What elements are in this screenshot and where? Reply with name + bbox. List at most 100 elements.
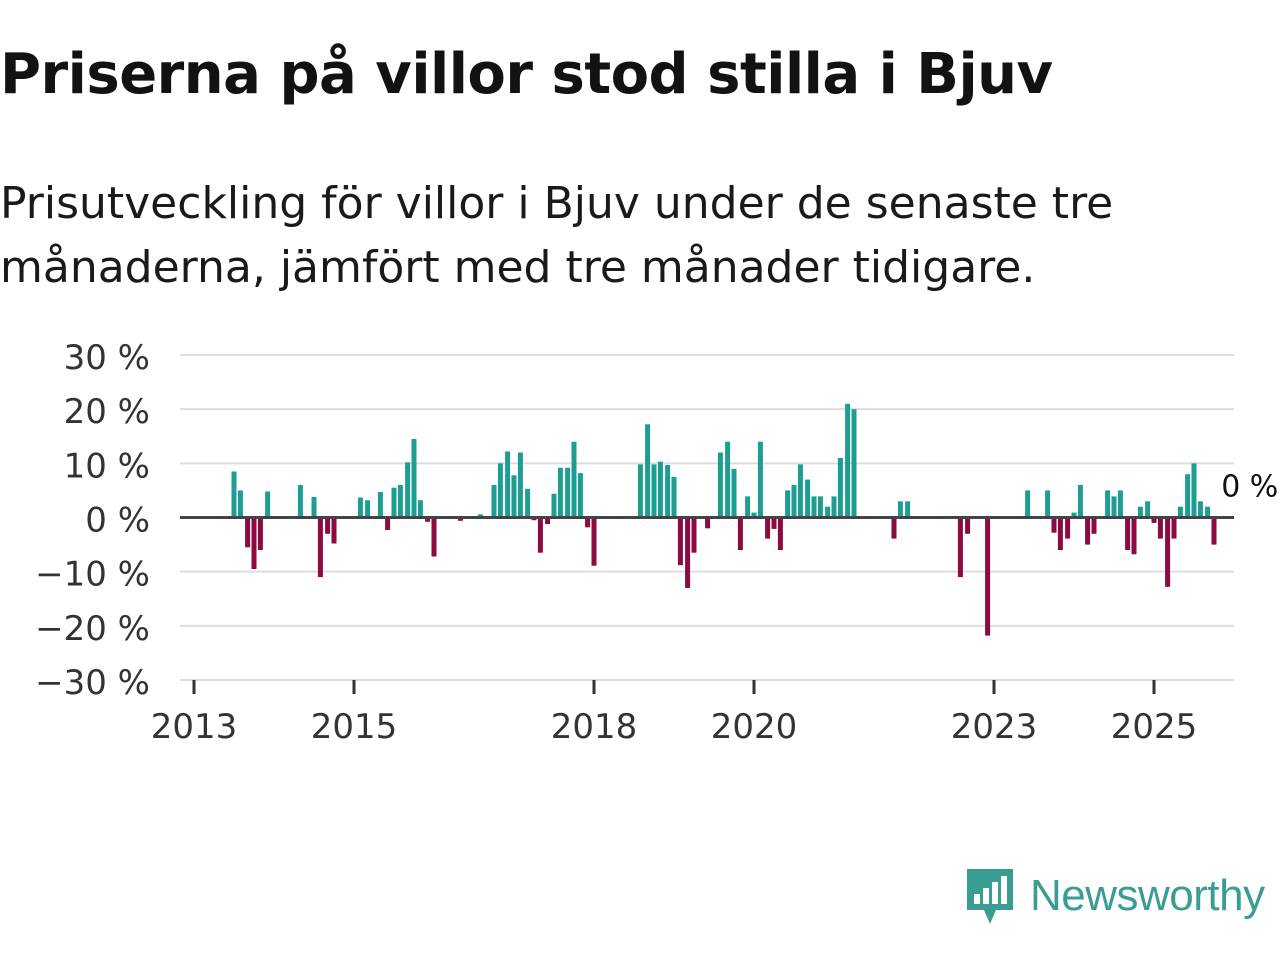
x-tick-label: 2013 [151,707,238,747]
data-bar [297,485,303,518]
x-tick-label: 2015 [311,707,398,747]
x-tick-label: 2018 [551,707,638,747]
bar-chart: 30 %20 %10 %0 %−10 %−20 %−30 % 2013 2015 2… [35,338,1280,747]
data-bar [645,424,651,518]
data-bar [1125,517,1131,550]
data-bar [545,517,551,524]
data-bar [637,464,643,518]
data-bar [591,517,597,566]
data-bar [325,517,331,534]
data-bar [237,490,243,518]
data-bar [231,471,237,518]
data-bar [737,517,743,550]
data-bar [717,452,723,518]
annotation-label: 0 % [1221,470,1278,505]
brand-logo: Newsworthy [964,864,1265,928]
data-bar [817,496,823,518]
data-bar [257,517,263,550]
data-bar [405,462,411,518]
data-bar [265,491,271,518]
data-bar [905,501,911,518]
data-bar [671,476,677,518]
data-bar [825,506,831,518]
data-bar [425,517,431,522]
data-bar [571,441,577,518]
data-bar [1085,517,1091,545]
data-bar [831,496,837,518]
data-bar [457,517,463,521]
data-bar [537,517,543,553]
data-bar [497,463,503,518]
data-bar [777,517,783,550]
data-bar [985,517,991,636]
data-bar [417,500,423,518]
data-bar [1197,501,1203,518]
data-bar [791,485,797,518]
data-bar [685,517,691,588]
data-bar [837,457,843,518]
data-bar [765,517,771,539]
y-tick-label: −20 % [35,609,150,649]
data-bar [331,517,337,544]
data-bar [391,487,397,518]
data-bar [771,517,777,529]
data-bar [365,500,371,518]
data-bar [745,496,751,518]
data-bar [1045,490,1051,518]
y-tick-label: 20 % [64,392,150,432]
bar-chart-bubble-icon [967,869,1013,924]
data-bar [1065,517,1071,539]
data-bar [377,492,383,518]
data-bar [957,517,963,578]
y-tick-label: 0 % [85,501,150,541]
data-bar [1211,517,1217,545]
data-bar [245,517,251,548]
data-bar [311,496,317,518]
y-axis-labels: 30 % 20 % 10 % 0 % −10 % −20 % −30 % [35,338,150,703]
data-bar [491,485,497,518]
data-bar [1205,506,1211,518]
data-bar [511,475,517,518]
data-bar [525,488,531,518]
data-bar [725,441,731,518]
y-tick-label: −10 % [35,555,150,595]
data-bar [357,497,363,518]
data-bar [897,501,903,518]
data-bar [1071,512,1077,518]
data-bar [1111,496,1117,518]
data-bar [1077,485,1083,518]
x-axis: 2013 2015 2018 2020 2023 2025 [151,679,1234,747]
data-bar [585,517,591,528]
data-bar [1177,506,1183,518]
data-bar [1185,474,1191,518]
annotation: 0 % [1217,467,1280,505]
data-bar [317,517,323,578]
data-bar [251,517,257,569]
data-bar [731,468,737,518]
data-bar [1057,517,1063,550]
data-bar [1165,517,1171,587]
data-bar [1105,490,1111,518]
data-bar [751,512,757,518]
data-bar [1131,517,1137,555]
data-bar [477,514,483,518]
data-bar [657,461,663,518]
data-bar [1191,463,1197,518]
brand-name: Newsworthy [1030,871,1265,920]
data-bar [805,479,811,518]
x-tick-label: 2023 [951,707,1038,747]
data-bar [965,517,971,534]
data-bar [385,517,391,530]
data-bar [811,496,817,518]
data-bar [691,517,697,553]
data-bar [891,517,897,539]
data-bar [797,464,803,518]
bars [231,403,1217,636]
data-bar [845,403,851,518]
data-bar [505,451,511,518]
data-bar [557,467,563,518]
data-bar [705,517,711,529]
x-tick-label: 2020 [711,707,798,747]
annotation-bubble [1217,467,1280,504]
data-bar [665,465,671,518]
